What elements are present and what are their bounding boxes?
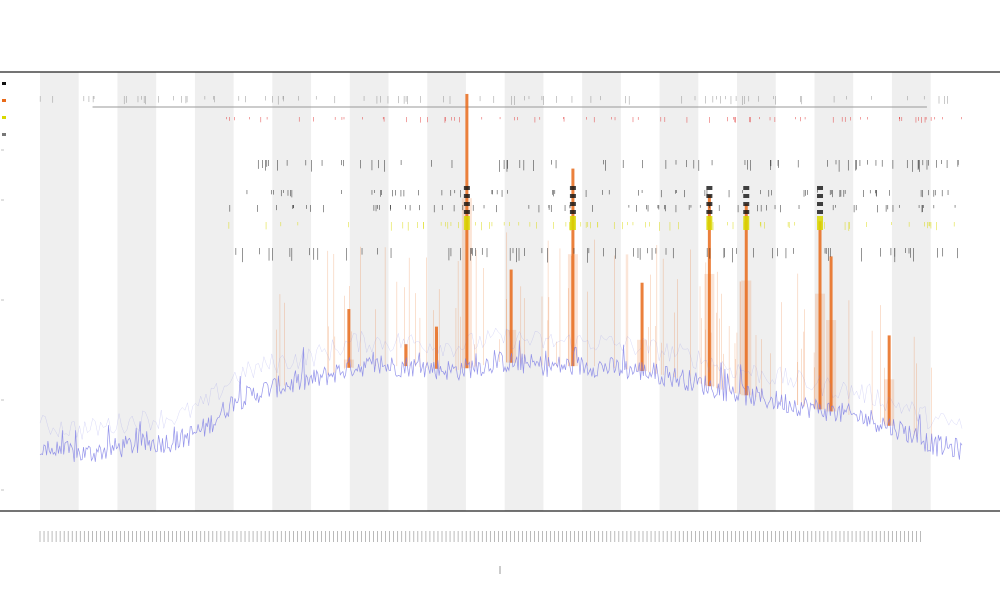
coverage-peak — [829, 256, 833, 412]
annotation-cluster-yellow — [463, 216, 470, 230]
annotation-cluster-yellow — [817, 216, 824, 230]
coverage-peak-halo — [637, 339, 648, 372]
shaded-band — [891, 72, 931, 511]
coverage-peak — [640, 282, 644, 372]
coverage-peak — [818, 221, 822, 410]
legend-item — [2, 76, 14, 93]
coverage-peak-halo — [343, 359, 354, 368]
coverage-line-secondary — [39, 327, 963, 440]
annotation-cluster — [569, 202, 576, 206]
shaded-band — [349, 72, 389, 511]
shaded-band — [659, 72, 699, 511]
shaded-band — [737, 72, 776, 511]
annotation-cluster — [463, 186, 470, 190]
shaded-band — [194, 72, 234, 511]
shaded-band — [582, 72, 621, 511]
legend-item — [2, 110, 14, 127]
coverage-peak-halo — [461, 198, 472, 369]
shaded-band — [272, 72, 312, 511]
annotation-cluster — [463, 202, 470, 206]
coverage-peak-halo — [567, 254, 578, 367]
annotation-cluster — [463, 194, 470, 198]
annotation-cluster — [463, 210, 470, 214]
legend-item — [2, 93, 14, 110]
coverage-peak — [404, 344, 408, 367]
annotation-cluster — [706, 202, 713, 206]
legend-swatch — [2, 82, 6, 85]
coverage-peak-halo — [506, 329, 517, 363]
coverage-line — [39, 340, 963, 462]
annotation-cluster-yellow — [706, 216, 713, 230]
legend-swatch — [2, 133, 6, 136]
annotation-cluster-yellow — [569, 216, 576, 230]
annotation-cluster — [817, 210, 824, 214]
annotation-cluster — [569, 186, 576, 190]
coverage-peak — [347, 309, 351, 368]
annotation-cluster — [743, 186, 750, 190]
shaded-band — [40, 72, 79, 511]
annotation-cluster — [817, 202, 824, 206]
legend — [2, 76, 14, 144]
legend-item — [2, 127, 14, 144]
coverage-peak-halo — [704, 273, 715, 387]
annotation-cluster — [569, 194, 576, 198]
annotation-cluster — [743, 194, 750, 198]
shaded-band — [427, 72, 466, 511]
coverage-peak-halo — [741, 280, 752, 396]
coverage-peak — [887, 335, 891, 426]
coverage-peak — [465, 93, 469, 369]
coverage-peak-halo — [826, 320, 837, 412]
annotation-cluster — [706, 194, 713, 198]
coverage-peak — [434, 326, 438, 369]
coverage-peak — [509, 269, 513, 363]
legend-swatch — [2, 116, 6, 119]
annotation-cluster — [817, 194, 824, 198]
annotation-cluster — [569, 210, 576, 214]
coverage-peak — [744, 203, 748, 396]
coverage-peak-halo — [815, 293, 826, 410]
coverage-peak — [707, 194, 711, 387]
coverage-peak-halo — [884, 379, 895, 426]
annotation-cluster — [743, 210, 750, 214]
legend-swatch — [2, 99, 6, 102]
annotation-cluster — [743, 202, 750, 206]
annotation-cluster — [706, 210, 713, 214]
annotation-cluster — [706, 186, 713, 190]
annotation-cluster-yellow — [743, 216, 750, 230]
annotation-cluster — [817, 186, 824, 190]
coverage-peak — [571, 168, 575, 367]
